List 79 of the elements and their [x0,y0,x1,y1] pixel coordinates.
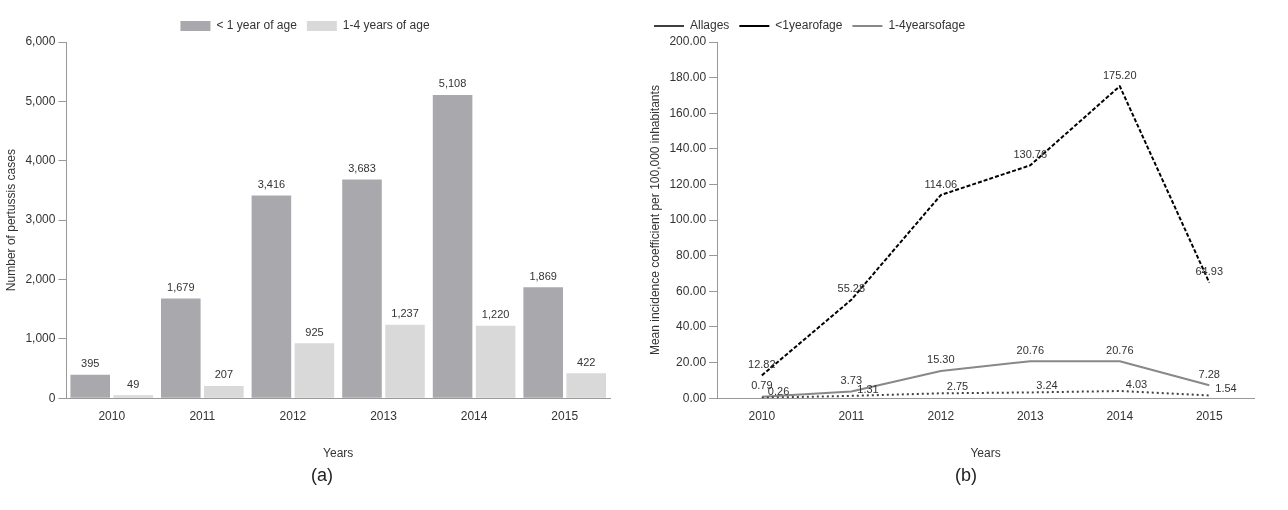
data-label: 1,237 [391,307,419,320]
y-tick-label: 140.00 [669,141,707,156]
data-label: 3.73 [840,374,863,387]
x-tick-label: 2011 [838,408,865,423]
text: (b) [954,465,978,486]
y-tick-label: 4,000 [25,153,56,168]
legend-label: 1-4yearsofage [888,18,966,33]
bar [432,94,473,398]
x-tick-label: 2012 [279,408,307,423]
x-tick-label: 2014 [460,408,488,423]
bar [566,373,607,398]
y-tick-label: 80.00 [676,248,707,263]
bar [204,385,244,398]
y-tick-label: 200.00 [669,34,707,49]
data-label: 1,869 [529,269,557,282]
x-tick-label: 2010 [98,408,126,423]
data-label: 20.76 [1016,343,1045,356]
data-label: 20.76 [1106,343,1134,356]
bar [294,343,335,398]
y-axis-title: Mean incidence coefficient per 100,000 inhabitants [647,85,662,356]
data-label: 15.30 [927,353,955,366]
y-tick-label: 60.00 [676,283,707,298]
bar [113,395,154,398]
y-tick-label: 1,000 [25,331,56,346]
data-label: 55.28 [837,282,866,295]
y-tick-label: 180.00 [669,69,707,84]
legend-label: Allages [690,18,730,33]
y-axis-title: Number of pertussis cases [3,149,18,292]
x-tick-label: 2015 [551,408,579,423]
data-label: 1.54 [1215,382,1237,395]
x-tick-label: 2015 [1195,408,1223,423]
y-tick-label: 160.00 [669,105,707,120]
data-label: 4.03 [1125,378,1148,391]
legend-label: 1-4 years of age [342,18,430,33]
data-label: 422 [577,355,596,368]
x-axis-title: Years [323,446,354,461]
bar [251,195,292,398]
y-tick-label: 3,000 [25,212,56,227]
y-tick-label: 5,000 [25,93,56,108]
data-label: 12.82 [748,357,776,370]
legend-label: < 1 year of age [216,18,298,33]
data-label: 207 [214,368,234,381]
data-label: 114.06 [924,177,958,190]
x-axis-title: Years [970,446,1001,461]
y-tick-label: 40.00 [676,319,707,334]
x-tick-label: 2013 [1016,408,1044,423]
data-label: 49 [127,377,140,390]
y-tick-label: 20.00 [676,354,707,369]
x-tick-label: 2011 [189,408,216,423]
data-label: 64.93 [1195,265,1224,278]
data-label: 7.28 [1198,367,1220,380]
y-tick-label: 2,000 [25,271,56,286]
bar [385,324,425,398]
x-tick-label: 2010 [748,408,776,423]
data-label: 1,679 [167,281,195,294]
bar [475,325,516,398]
x-tick-label: 2013 [370,408,398,423]
data-label: 3,416 [257,177,286,190]
y-tick-label: 0 [48,390,56,405]
data-label: 395 [81,357,100,370]
bar [523,287,563,398]
data-label: 3,683 [348,162,376,175]
data-label: 5,108 [438,77,467,90]
legend-label: <1yearofage [775,18,843,33]
bar [342,179,382,398]
bar [70,374,111,398]
bar [161,298,201,398]
y-tick-label: 6,000 [25,34,56,49]
y-tick-label: 100.00 [669,212,707,227]
x-tick-label: 2012 [927,408,955,423]
y-tick-label: 0.00 [682,390,707,405]
data-label: 1,220 [481,308,510,321]
data-label: 2.75 [946,380,969,393]
data-label: 3.24 [1036,379,1058,392]
y-tick-label: 120.00 [669,176,707,191]
text: (a) [310,465,334,486]
data-label: 175.20 [1102,68,1137,81]
x-tick-label: 2014 [1106,408,1134,423]
data-label: 925 [305,325,324,338]
